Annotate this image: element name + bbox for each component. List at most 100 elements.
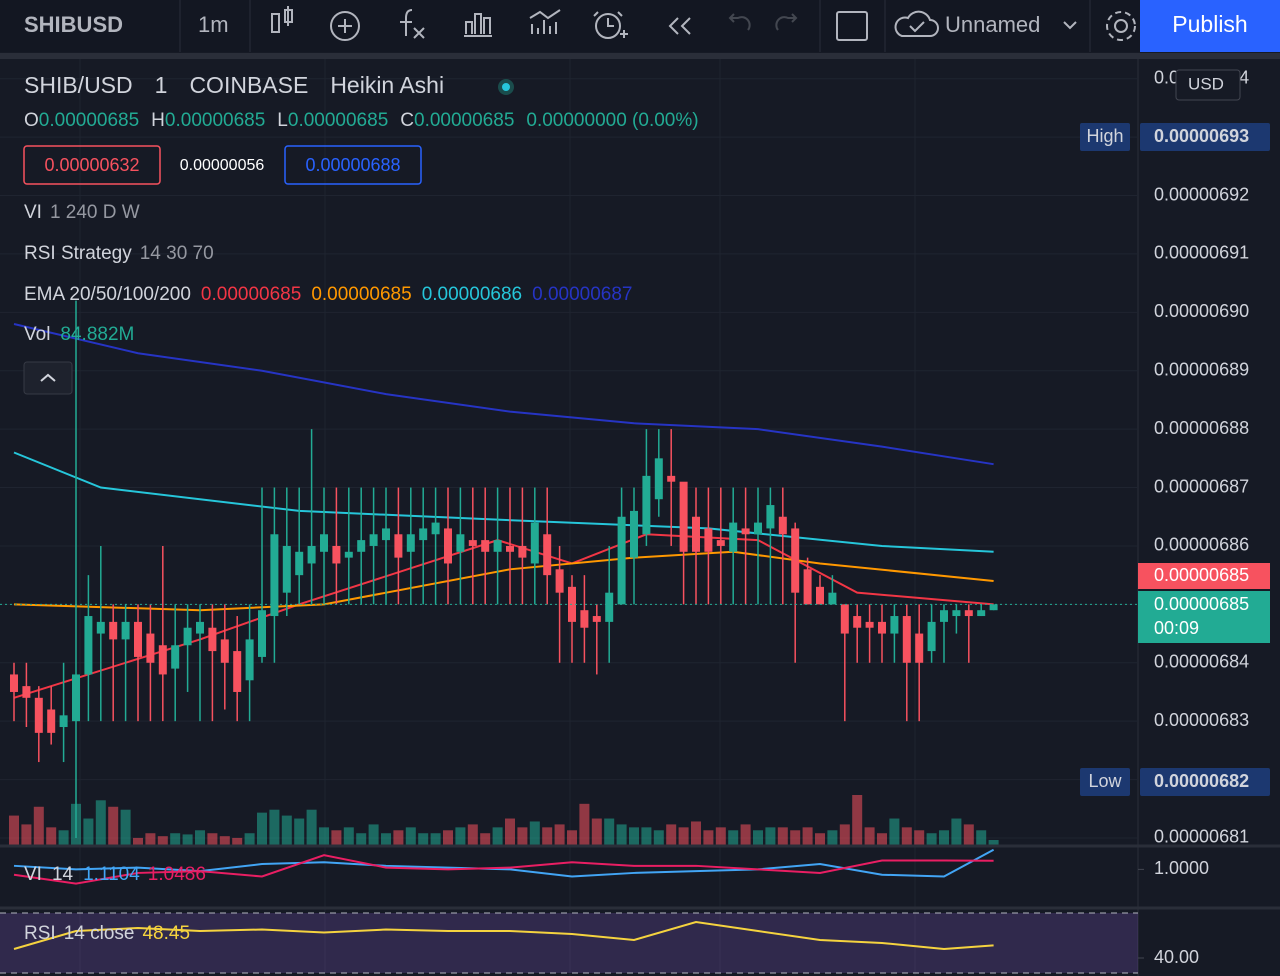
volume-bar (480, 833, 491, 845)
close-price-tag (1138, 591, 1270, 643)
chart-type-button[interactable] (271, 6, 293, 33)
collapse-icon (40, 373, 56, 382)
candle-body (977, 610, 986, 617)
settings-button[interactable] (1106, 11, 1136, 41)
volume-bar (145, 833, 156, 845)
candle-body (59, 715, 68, 728)
ema-value: 0.00000685 (311, 284, 411, 305)
volume-bar (901, 827, 912, 845)
candle-body (282, 545, 291, 593)
volume-bar (9, 815, 19, 845)
candle-body (357, 540, 366, 552)
study-name: VI (24, 202, 42, 223)
volume-bar (343, 827, 354, 845)
candle-body (927, 621, 936, 652)
templates-button[interactable] (464, 13, 492, 37)
volume-bar (505, 818, 515, 845)
study-legend: VI 1 240 D W (24, 202, 140, 223)
interval[interactable]: 1m (198, 12, 229, 37)
volume-bar (58, 830, 69, 845)
replay-button[interactable] (668, 17, 691, 35)
candle-body (506, 545, 514, 552)
volume-bar (740, 824, 751, 845)
candle-body (34, 697, 43, 733)
candle-body (369, 534, 378, 546)
bid[interactable]: 0.00000632 (44, 155, 139, 175)
candle-body (803, 569, 812, 605)
volume-bar (356, 833, 367, 845)
indicator-line (13, 323, 994, 466)
volume-bar (629, 827, 639, 845)
candle-body (605, 592, 614, 622)
strategies-button[interactable] (529, 9, 561, 34)
exchange: COINBASE (189, 72, 308, 98)
study-legend: RSI Strategy 14 30 70 (24, 243, 214, 264)
volume-bar (542, 827, 553, 845)
volume-bar (777, 827, 788, 845)
volume-bar (591, 818, 602, 845)
volume-bar (83, 818, 94, 845)
volume-bar (120, 809, 131, 845)
chart-style: Heikin Ashi (330, 72, 444, 98)
candle-body (233, 651, 242, 692)
indicator-line (13, 920, 994, 951)
y-tick-label: 0.00000690 (1154, 301, 1249, 321)
symbol[interactable]: SHIBUSD (24, 12, 123, 37)
candle-body (196, 621, 204, 634)
candle-body (320, 534, 328, 552)
candle-body (134, 621, 142, 657)
alert-button[interactable] (593, 11, 628, 39)
candle-body (245, 639, 254, 681)
candle-body (419, 528, 428, 541)
ema-value: 0.00000687 (532, 284, 632, 305)
publish-label[interactable]: Publish (1172, 11, 1247, 37)
volume-bar (195, 830, 205, 845)
volume-bar (244, 833, 255, 845)
candle-body (493, 540, 502, 552)
candle-body (729, 522, 738, 552)
indicator-line (13, 550, 994, 612)
candle-body (171, 645, 180, 669)
volume-bar (951, 818, 962, 845)
spread: 0.00000056 (180, 157, 265, 174)
candle-body (332, 545, 341, 564)
rsi-params: 14 close (64, 923, 135, 944)
candle-body (840, 604, 849, 634)
candle-body (716, 540, 725, 546)
redo-button[interactable] (775, 13, 798, 31)
collapse-legend[interactable] (23, 361, 73, 395)
volume-bar (170, 833, 181, 845)
ohlc-key: O (24, 110, 39, 131)
resolution: 1 (155, 72, 168, 98)
indicators-button[interactable] (400, 9, 425, 39)
candle-body (444, 528, 452, 564)
currency[interactable]: USD (1188, 74, 1224, 93)
candle-body (630, 510, 638, 558)
fullscreen-button[interactable] (836, 11, 868, 41)
ask[interactable]: 0.00000688 (305, 155, 400, 175)
volume-bar (678, 827, 689, 845)
vi-plus: 1.1104 (83, 864, 140, 885)
candle-body (518, 545, 527, 558)
rsi-band (0, 913, 1138, 973)
buy-box[interactable] (284, 145, 422, 185)
candle-body (406, 534, 415, 552)
volume-bar (232, 837, 243, 845)
volume-bar (567, 830, 577, 845)
publish-button[interactable] (1140, 0, 1280, 52)
compare-button[interactable] (330, 11, 360, 41)
undo-button[interactable] (728, 13, 751, 31)
candle-body (183, 627, 192, 646)
volume-bar (616, 824, 627, 845)
candle-body (692, 516, 700, 552)
volume-bar (281, 815, 292, 845)
candle-body (481, 540, 490, 552)
candle-body (952, 610, 961, 617)
sell-box[interactable] (23, 145, 161, 185)
high-label: High (1086, 126, 1123, 146)
layout-menu[interactable] (1063, 21, 1077, 30)
volume-bar (827, 830, 838, 845)
volume-name: Vol (24, 324, 50, 345)
currency-button[interactable] (1175, 69, 1241, 101)
layout-name[interactable]: Unnamed (945, 12, 1040, 37)
